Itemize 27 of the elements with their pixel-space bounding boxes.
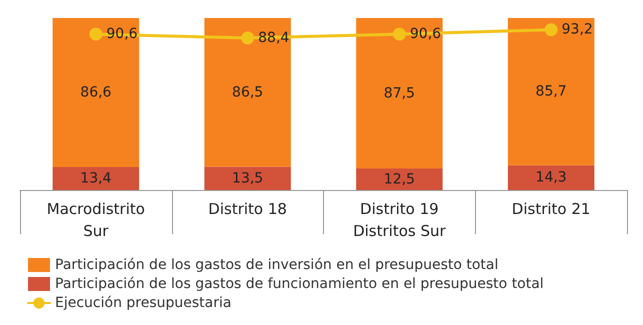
- data-label: 14,3: [536, 170, 567, 186]
- data-label: 12,5: [384, 171, 415, 188]
- legend-label: Ejecución presupuestaria: [55, 295, 232, 311]
- x-tick-label: Distrito 18: [208, 200, 287, 218]
- x-tick-label: Macrodistrito Sur: [46, 200, 145, 240]
- bar: [204, 166, 291, 190]
- data-label: 90,6: [410, 26, 442, 42]
- data-label: 87,5: [384, 85, 415, 102]
- bar: [508, 165, 594, 190]
- data-label: 13,4: [80, 170, 112, 186]
- legend-label: Participación de los gastos de inversión en el presupuesto total: [55, 257, 498, 273]
- data-label: 85,7: [536, 84, 567, 100]
- bar: [356, 168, 443, 190]
- data-label: 86,6: [80, 84, 112, 100]
- x-tick-label: Distrito 19 Distritos Sur: [353, 200, 446, 240]
- data-label: 86,5: [232, 84, 264, 100]
- x-tick-label: Distrito 21: [512, 200, 590, 218]
- bar: [356, 18, 443, 168]
- bar: [204, 18, 291, 167]
- bar: [52, 166, 140, 190]
- data-label: 13,5: [232, 170, 264, 186]
- bar: [508, 18, 594, 166]
- legend-label: Participación de los gastos de funcionamiento en el presupuesto total: [55, 276, 544, 292]
- data-label: 88,4: [258, 30, 290, 46]
- bar: [52, 18, 140, 167]
- data-label: 90,6: [106, 26, 138, 42]
- data-label: 93,2: [562, 22, 593, 38]
